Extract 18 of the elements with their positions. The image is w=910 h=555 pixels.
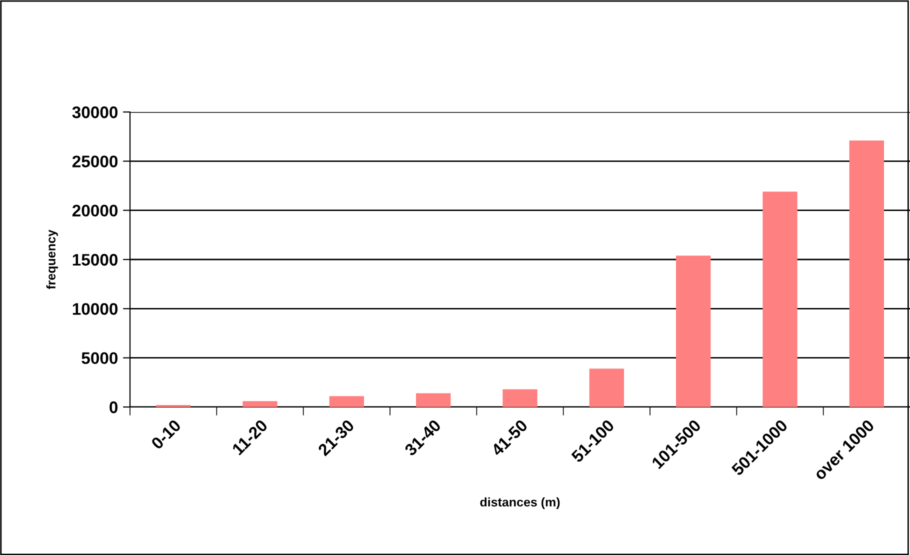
bar <box>849 140 884 407</box>
y-axis-title: frequency <box>46 230 58 290</box>
x-tick-label: 0-10 <box>150 418 182 450</box>
y-tick-label: 0 <box>110 401 118 414</box>
bar <box>242 401 278 407</box>
bar <box>589 368 624 407</box>
y-tick-label: 10000 <box>72 303 118 315</box>
bar <box>676 256 711 407</box>
y-tick-label: 15000 <box>72 254 118 266</box>
y-tick-label: 30000 <box>72 106 118 118</box>
bar <box>762 192 798 407</box>
bar <box>329 396 364 407</box>
y-tick-label: 5000 <box>82 352 118 364</box>
bar <box>416 393 451 407</box>
y-tick-label: 20000 <box>72 204 118 217</box>
bar <box>502 389 538 407</box>
x-axis-title: distances (m) <box>480 497 560 510</box>
y-tick-label: 25000 <box>72 156 118 168</box>
